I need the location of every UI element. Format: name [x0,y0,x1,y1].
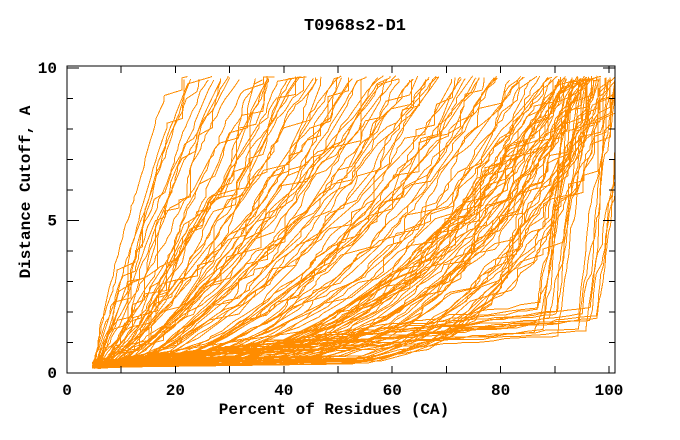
x-tick-label: 100 [595,382,624,400]
plot-frame [66,65,616,374]
x-tick-label: 0 [62,382,72,400]
model-curve [96,75,397,366]
tick-labels: 0 20 40 60 80 100 0 5 10 [38,60,624,400]
model-curve [94,76,553,366]
model-curve [92,79,600,369]
model-curve [93,77,495,364]
model-curve [94,75,474,368]
model-curve [97,77,616,367]
model-curve [94,77,498,368]
model-curve [93,78,592,365]
model-curve [96,77,549,364]
model-curve [96,79,386,367]
chart-title: T0968s2-D1 [303,17,407,36]
model-curve [92,79,573,365]
model-curve [92,79,209,366]
model-curve [91,76,297,365]
model-curve [92,76,391,365]
model-curve [97,76,307,369]
model-curve [98,75,566,367]
model-curve [94,77,578,367]
model-curve [92,78,480,366]
model-curve [95,78,590,364]
model-curve [95,78,580,366]
model-curve [92,77,579,364]
model-curve [96,78,582,364]
model-curve [92,78,591,364]
model-curve [97,75,598,366]
x-tick-label: 80 [491,382,510,400]
model-curve [95,76,439,369]
model-curve [95,80,616,365]
model-curve [96,78,616,367]
model-curves [91,75,616,369]
model-curve [98,76,616,367]
model-curve [97,79,575,369]
model-curve [95,79,215,368]
model-curve [92,77,573,364]
model-curve [92,75,497,367]
x-tick-label: 60 [383,382,402,400]
model-curve [95,79,452,364]
model-curve [97,76,367,364]
model-curve [96,79,567,364]
axes [66,65,616,374]
model-curve [96,78,200,364]
model-curve [93,78,616,368]
x-tick-label: 40 [274,382,293,400]
model-curve [92,79,388,365]
model-curve [97,76,301,365]
model-curve [93,79,562,365]
model-curve [92,77,477,368]
model-curve [92,76,305,364]
model-curve [94,78,400,369]
model-curve [96,79,519,369]
y-tick-label: 5 [47,213,57,231]
model-curve [94,75,229,364]
model-curve [98,75,419,367]
model-curve [94,79,349,368]
model-curve [93,78,414,368]
model-curve [97,76,440,364]
model-curve [92,78,318,368]
model-curve [93,75,342,363]
model-curve [92,75,437,367]
model-curve [98,79,221,364]
model-curve [93,77,587,364]
model-curve [94,77,456,366]
model-curve [93,77,611,366]
model-curve [92,76,525,368]
model-curve [97,75,522,366]
x-axis-label: Percent of Residues (CA) [218,401,450,419]
model-curve [96,76,302,363]
model-curve [97,76,322,368]
model-curve [93,79,338,364]
x-tick-label: 20 [166,382,185,400]
model-curve [95,76,299,368]
model-curve [93,75,538,365]
model-curve [93,77,231,368]
model-curve [94,77,607,369]
model-curve [92,78,222,364]
model-curve [93,78,413,368]
model-curve [94,79,411,365]
model-curve [95,79,510,368]
model-curve [95,76,461,366]
model-curve [93,78,568,367]
y-tick-label: 0 [47,365,57,383]
model-curve [92,76,188,368]
y-tick-label: 10 [38,60,57,78]
model-curve [93,78,314,365]
model-curve [92,79,263,365]
model-curve [93,79,595,366]
